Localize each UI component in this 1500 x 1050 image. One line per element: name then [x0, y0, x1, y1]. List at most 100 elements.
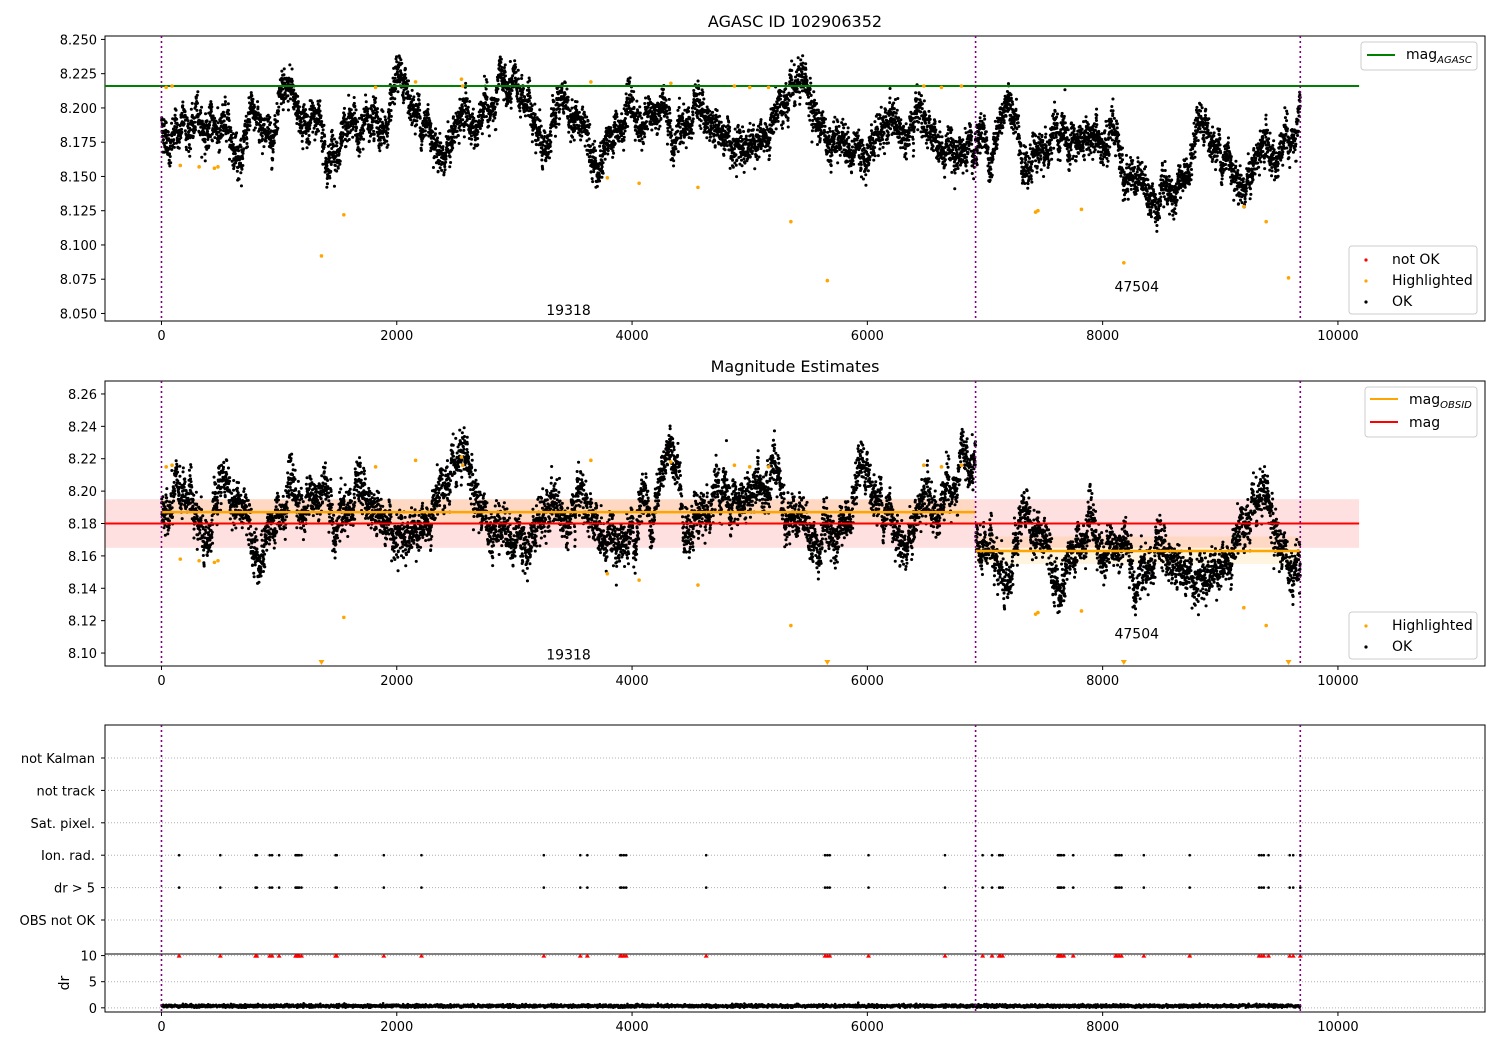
magnitude-legend-upper: magOBSID mag: [1364, 386, 1478, 438]
magnitude-highlighted-point: [589, 458, 593, 463]
flags-event-point: [542, 853, 546, 857]
dr-clipped-marker: [176, 953, 182, 958]
magnitude-highlighted-point: [732, 463, 737, 468]
flags-event-point: [335, 853, 339, 857]
dr-clipped-marker: [703, 953, 709, 958]
agasc-highlighted-point: [1122, 260, 1126, 265]
dr-clipped-marker: [1061, 953, 1067, 958]
magnitude-highlighted-point: [637, 578, 641, 582]
dr-clipped-marker: [217, 953, 223, 958]
flags-event-point: [622, 853, 626, 857]
agasc-legend-notok-swatch: [1364, 258, 1368, 262]
agasc-legend-highlighted-label: Highlighted: [1392, 273, 1473, 289]
agasc-highlighted-point: [732, 84, 737, 88]
magnitude-x-tick-label: 2000: [380, 674, 413, 689]
flags-event-point: [382, 886, 386, 889]
magnitude-highlighted-point: [789, 623, 793, 628]
flags-event-point: [300, 886, 303, 889]
dr-plot-area: [105, 953, 1485, 1012]
agasc-y-tick-label: 8.150: [60, 170, 97, 185]
dr-x-tick-label: 2000: [380, 1020, 413, 1035]
flags-event-point: [1257, 853, 1261, 857]
dr-panel: 0 2000 4000 6000 8000 10000 0 5 10 dr: [57, 950, 1486, 1035]
dr-clipped-marker: [1266, 953, 1272, 958]
agasc-highlighted-point: [1242, 204, 1246, 209]
magnitude-x-tick-label: 0: [157, 674, 165, 689]
flags-event-point: [867, 853, 870, 857]
flags-event-point: [1288, 886, 1292, 889]
dr-x-tick-label: 4000: [616, 1020, 649, 1035]
flags-event-point: [1142, 853, 1146, 857]
agasc-y-tick-label: 8.050: [60, 307, 97, 322]
agasc-y-tick-label: 8.075: [60, 273, 97, 288]
flags-event-point: [828, 886, 832, 889]
flags-event-point: [268, 853, 272, 857]
flags-event-point: [981, 853, 984, 857]
agasc-highlighted-point: [605, 176, 610, 180]
flags-category-label: not track: [36, 784, 95, 799]
dr-x-tick-label: 10000: [1317, 1020, 1358, 1035]
agasc-y-tick-label: 8.175: [60, 136, 97, 151]
dr-clipped-marker: [980, 953, 986, 958]
flags-event-point: [578, 886, 582, 889]
agasc-highlighted-point: [1079, 207, 1084, 212]
agasc-highlighted-point: [216, 165, 220, 169]
agasc-panel-frame: [104, 35, 1486, 322]
magnitude-highlighted-point: [216, 558, 220, 563]
agasc-highlighted-point: [170, 84, 174, 88]
dr-clipped-marker: [942, 953, 948, 958]
agasc-highlighted-point: [959, 84, 964, 88]
dr-clipped-marker: [418, 953, 424, 958]
magnitude-highlighted-point: [459, 455, 464, 459]
magnitude-highlighted-point: [605, 571, 610, 576]
magnitude-x-tick-label: 6000: [851, 674, 884, 689]
dr-clipped-marker: [276, 953, 282, 958]
flags-event-point: [1267, 853, 1270, 857]
flags-event-point: [420, 886, 423, 889]
agasc-y-tick-label: 8.200: [60, 102, 97, 117]
flags-event-point: [255, 853, 259, 857]
flags-event-point: [586, 886, 589, 889]
agasc-highlighted-point: [178, 163, 183, 168]
flags-event-point: [218, 886, 222, 889]
flags-event-point: [177, 886, 181, 889]
magnitude-y-tick-label: 8.18: [68, 518, 97, 533]
dr-y-tick-label: 10: [80, 950, 97, 965]
agasc-obsid-label: 19318: [546, 303, 591, 319]
agasc-x-tick-label: 10000: [1317, 329, 1358, 344]
dr-clipped-marker: [1290, 953, 1296, 958]
magnitude-highlighted-point: [1264, 623, 1268, 628]
flags-event-point: [826, 853, 829, 857]
agasc-ok-points: [160, 54, 1302, 233]
magnitude-highlighted-point: [747, 465, 752, 469]
magnitude-obsid-label: 19318: [546, 648, 591, 664]
magnitude-highlighted-point: [1036, 610, 1040, 615]
flags-event-point: [255, 886, 259, 889]
magnitude-highlighted-point: [197, 558, 201, 563]
agasc-legend-ok-label: OK: [1392, 294, 1413, 310]
flags-event-point: [1062, 886, 1066, 889]
magnitude-clipped-marker: [1120, 660, 1127, 665]
magnitude-highlighted-point: [1242, 605, 1246, 610]
flags-event-point: [1188, 853, 1192, 857]
dr-clipped-marker: [623, 953, 629, 958]
magnitude-highlighted-point: [922, 463, 926, 468]
flags-event-point: [990, 853, 994, 857]
flags-event-point: [1115, 886, 1119, 889]
agasc-x-tick-label: 4000: [616, 329, 649, 344]
dr-panel-frame: [104, 953, 1486, 1013]
flags-event-point: [620, 886, 623, 889]
flags-event-point: [1260, 853, 1263, 857]
magnitude-plot-area: 19318 47504: [105, 381, 1360, 666]
dr-clipped-marker: [1261, 953, 1267, 958]
dr-axis-label: dr: [57, 975, 73, 990]
agasc-y-tick-label: 8.125: [60, 205, 97, 220]
agasc-highlighted-point: [669, 81, 673, 86]
flags-event-point: [578, 853, 582, 857]
magnitude-axes: 0 2000 4000 6000 8000 10000 8.10 8.12 8.14 8.16 8.…: [68, 388, 1359, 689]
flags-event-point: [828, 853, 832, 857]
flags-event-point: [823, 886, 827, 889]
magnitude-highlighted-point: [164, 465, 168, 469]
magnitude-y-tick-label: 8.10: [68, 647, 97, 662]
